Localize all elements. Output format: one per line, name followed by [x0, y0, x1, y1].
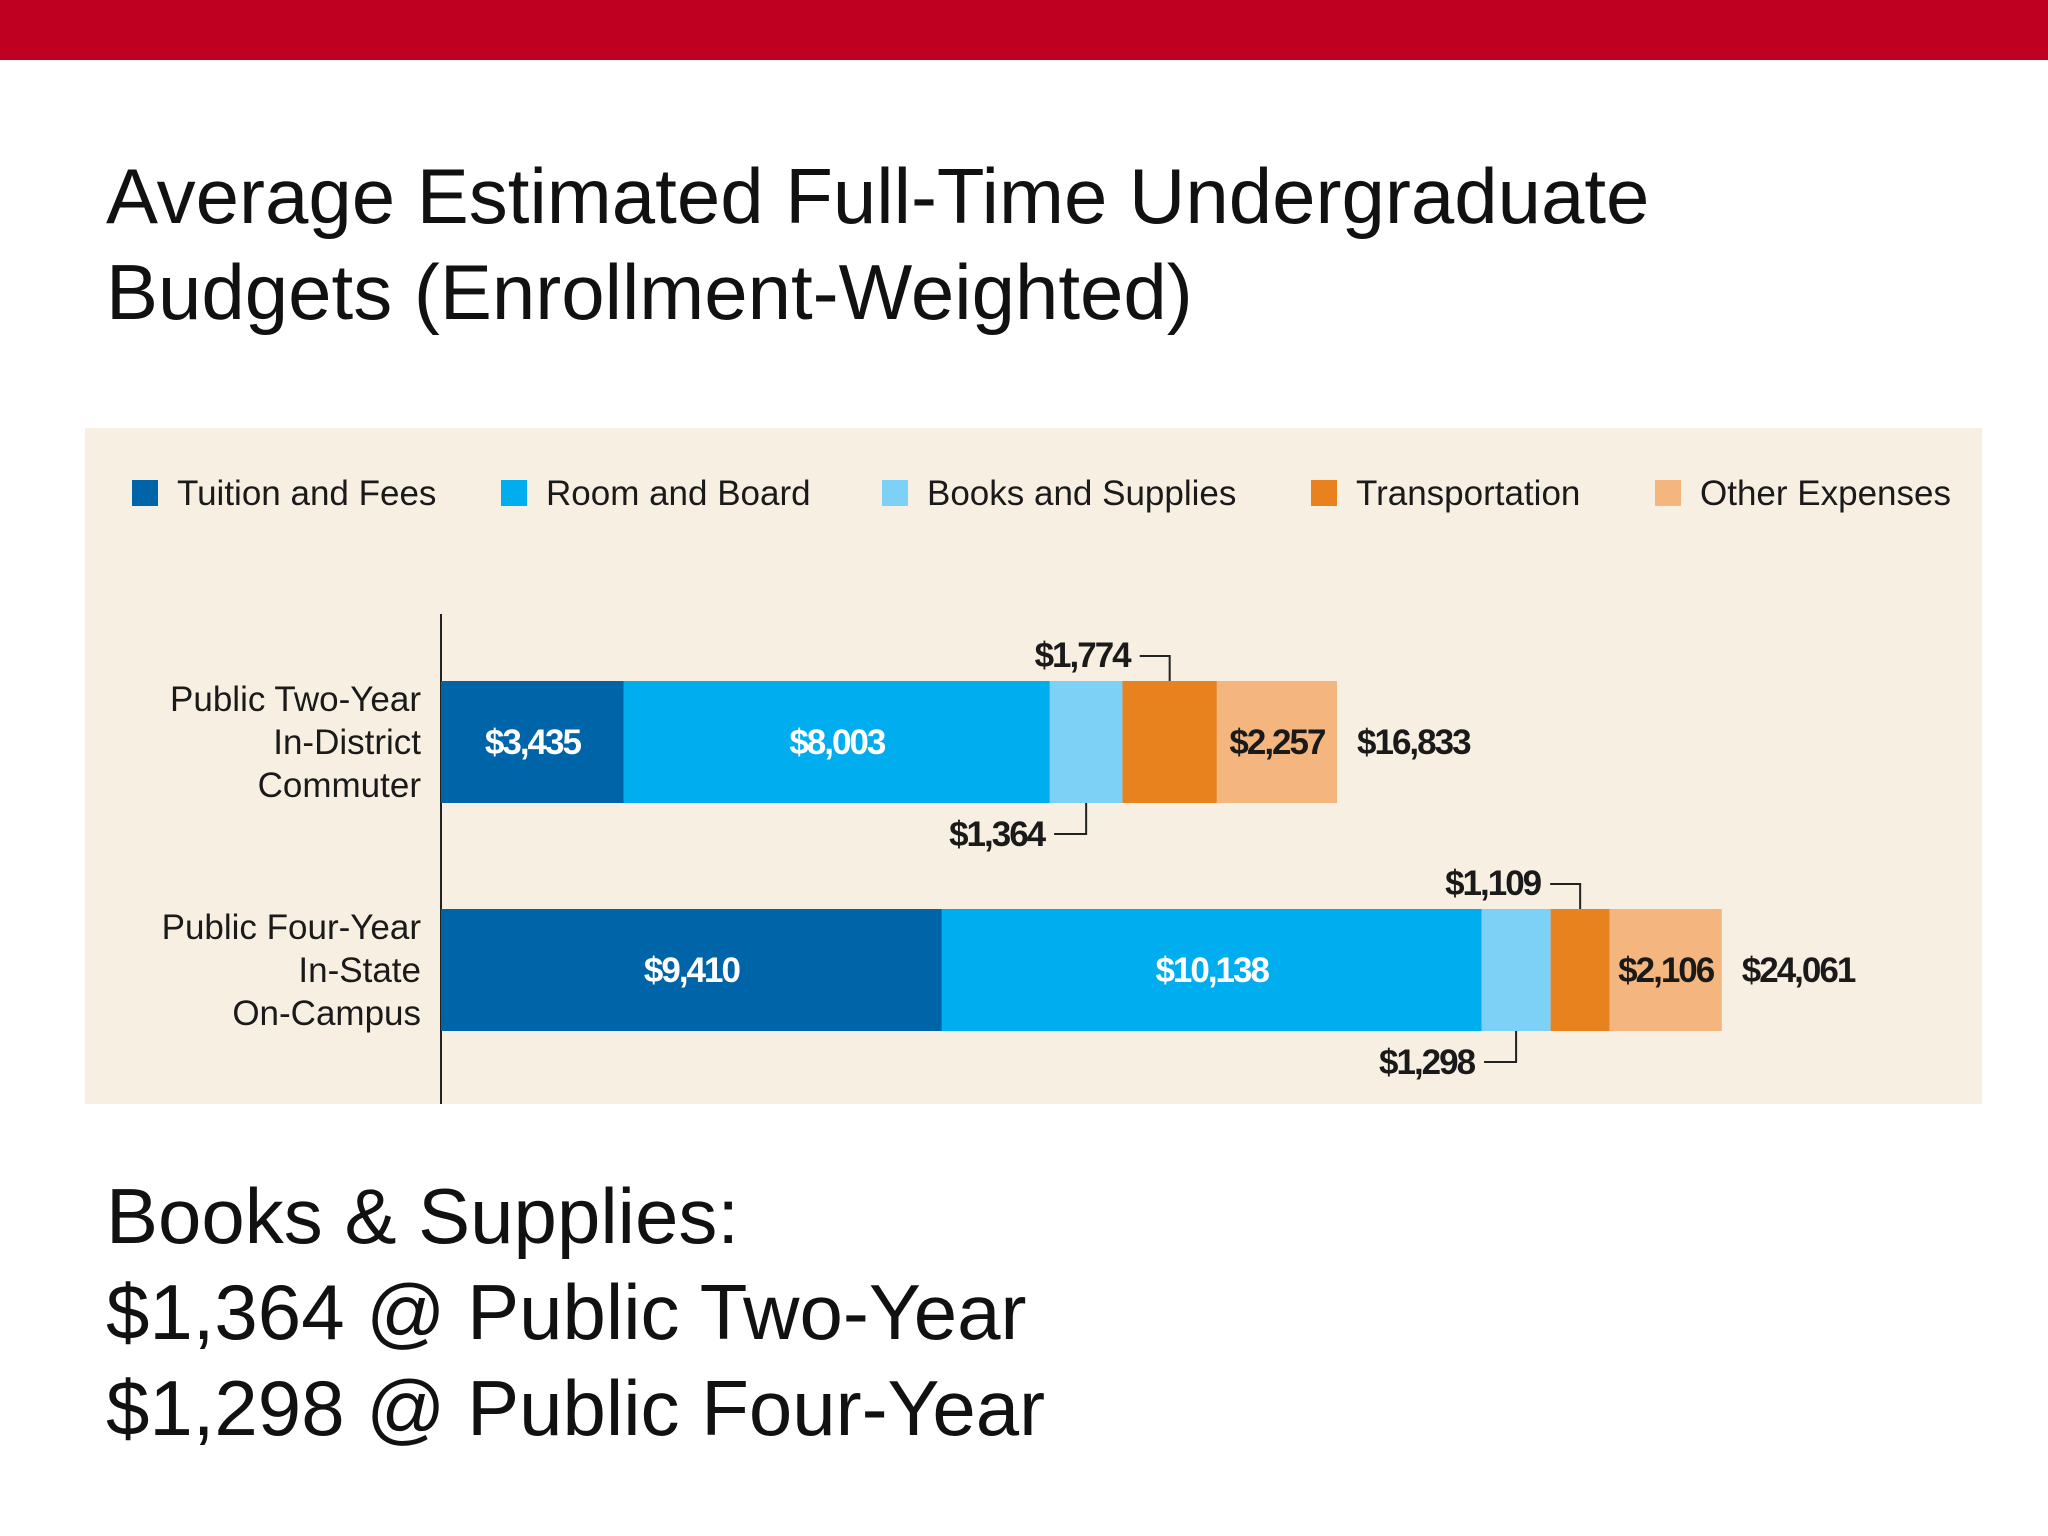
bar-0-tuition-and-fees: [441, 681, 624, 803]
legend-swatch-other-expenses: [1655, 480, 1681, 506]
bar-0-other-expenses: [1216, 681, 1338, 803]
caption-line-1: Books & Supplies:: [106, 1172, 740, 1260]
callout-label-1-transportation: $1,109: [1445, 864, 1542, 903]
top-accent-bar: [0, 0, 2048, 60]
chart-panel: Tuition and Fees Room and Board Books and …: [85, 428, 1982, 1104]
category-label-0-line-2: In-District: [273, 723, 421, 762]
caption-line-3: $1,298 @ Public Four-Year: [106, 1364, 1046, 1452]
callout-labels: $1,364 $1,774 $1,298 $1,109: [949, 636, 1582, 1082]
category-label-1-line-1: Public Four-Year: [162, 908, 422, 947]
callout-leader-1-books-and-supplies: [1484, 1031, 1518, 1063]
stacked-bar-chart: Tuition and Fees Room and Board Books and …: [132, 474, 1951, 1104]
callout-leader-1-transportation: [1550, 883, 1582, 909]
category-label-1-line-2: In-State: [298, 951, 421, 990]
value-label-1-tuition-and-fees: $9,410: [644, 951, 741, 990]
slide-title-line-1: Average Estimated Full-Time Undergraduat…: [106, 152, 1650, 240]
legend-label-books-and-supplies: Books and Supplies: [927, 474, 1236, 513]
value-label-1-room-and-board: $10,138: [1155, 951, 1269, 990]
legend-swatch-transportation: [1311, 480, 1337, 506]
category-label-0-line-3: Commuter: [258, 766, 422, 805]
category-labels: Public Two-Year In-District Commuter Public…: [162, 680, 422, 1033]
callout-leader-0-transportation: [1139, 655, 1171, 681]
bar-1-room-and-board: [941, 909, 1482, 1031]
legend-label-transportation: Transportation: [1356, 474, 1580, 513]
legend-label-other-expenses: Other Expenses: [1700, 474, 1951, 513]
bar-0-books-and-supplies: [1049, 681, 1123, 803]
bar-0-room-and-board: [623, 681, 1050, 803]
bar-1-other-expenses: [1609, 909, 1722, 1031]
segment-value-labels: $3,435 $8,003 $2,257 $9,410 $10,138 $2,106: [485, 723, 1717, 990]
legend-label-room-and-board: Room and Board: [546, 474, 811, 513]
chart-legend: Tuition and Fees Room and Board Books and …: [132, 474, 1951, 513]
value-label-0-room-and-board: $8,003: [789, 723, 886, 762]
bar-1-tuition-and-fees: [441, 909, 942, 1031]
category-label-0-line-1: Public Two-Year: [170, 680, 421, 719]
legend-label-tuition-and-fees: Tuition and Fees: [177, 474, 436, 513]
callout-label-0-transportation: $1,774: [1035, 636, 1133, 675]
bar-1-transportation: [1550, 909, 1610, 1031]
legend-swatch-room-and-board: [501, 480, 527, 506]
bar-segments: [441, 681, 1722, 1031]
value-label-1-other-expenses: $2,106: [1618, 951, 1715, 990]
slide-title-line-2: Budgets (Enrollment-Weighted): [106, 248, 1193, 336]
callout-label-0-books-and-supplies: $1,364: [949, 815, 1047, 854]
legend-swatch-books-and-supplies: [882, 480, 908, 506]
callout-label-1-books-and-supplies: $1,298: [1379, 1043, 1476, 1082]
caption-line-2: $1,364 @ Public Two-Year: [106, 1268, 1027, 1356]
category-label-1-line-3: On-Campus: [232, 994, 421, 1033]
value-label-0-tuition-and-fees: $3,435: [485, 723, 582, 762]
total-label-0: $16,833: [1357, 723, 1471, 762]
slide-title: Average Estimated Full-Time Undergraduat…: [106, 148, 1906, 340]
caption: Books & Supplies: $1,364 @ Public Two-Ye…: [106, 1168, 1906, 1456]
legend-swatch-tuition-and-fees: [132, 480, 158, 506]
bar-1-books-and-supplies: [1481, 909, 1551, 1031]
value-label-0-other-expenses: $2,257: [1229, 723, 1325, 762]
bar-0-transportation: [1122, 681, 1217, 803]
total-label-1: $24,061: [1742, 951, 1856, 990]
callout-leader-0-books-and-supplies: [1054, 803, 1088, 835]
total-labels: $16,833 $24,061: [1357, 723, 1858, 990]
